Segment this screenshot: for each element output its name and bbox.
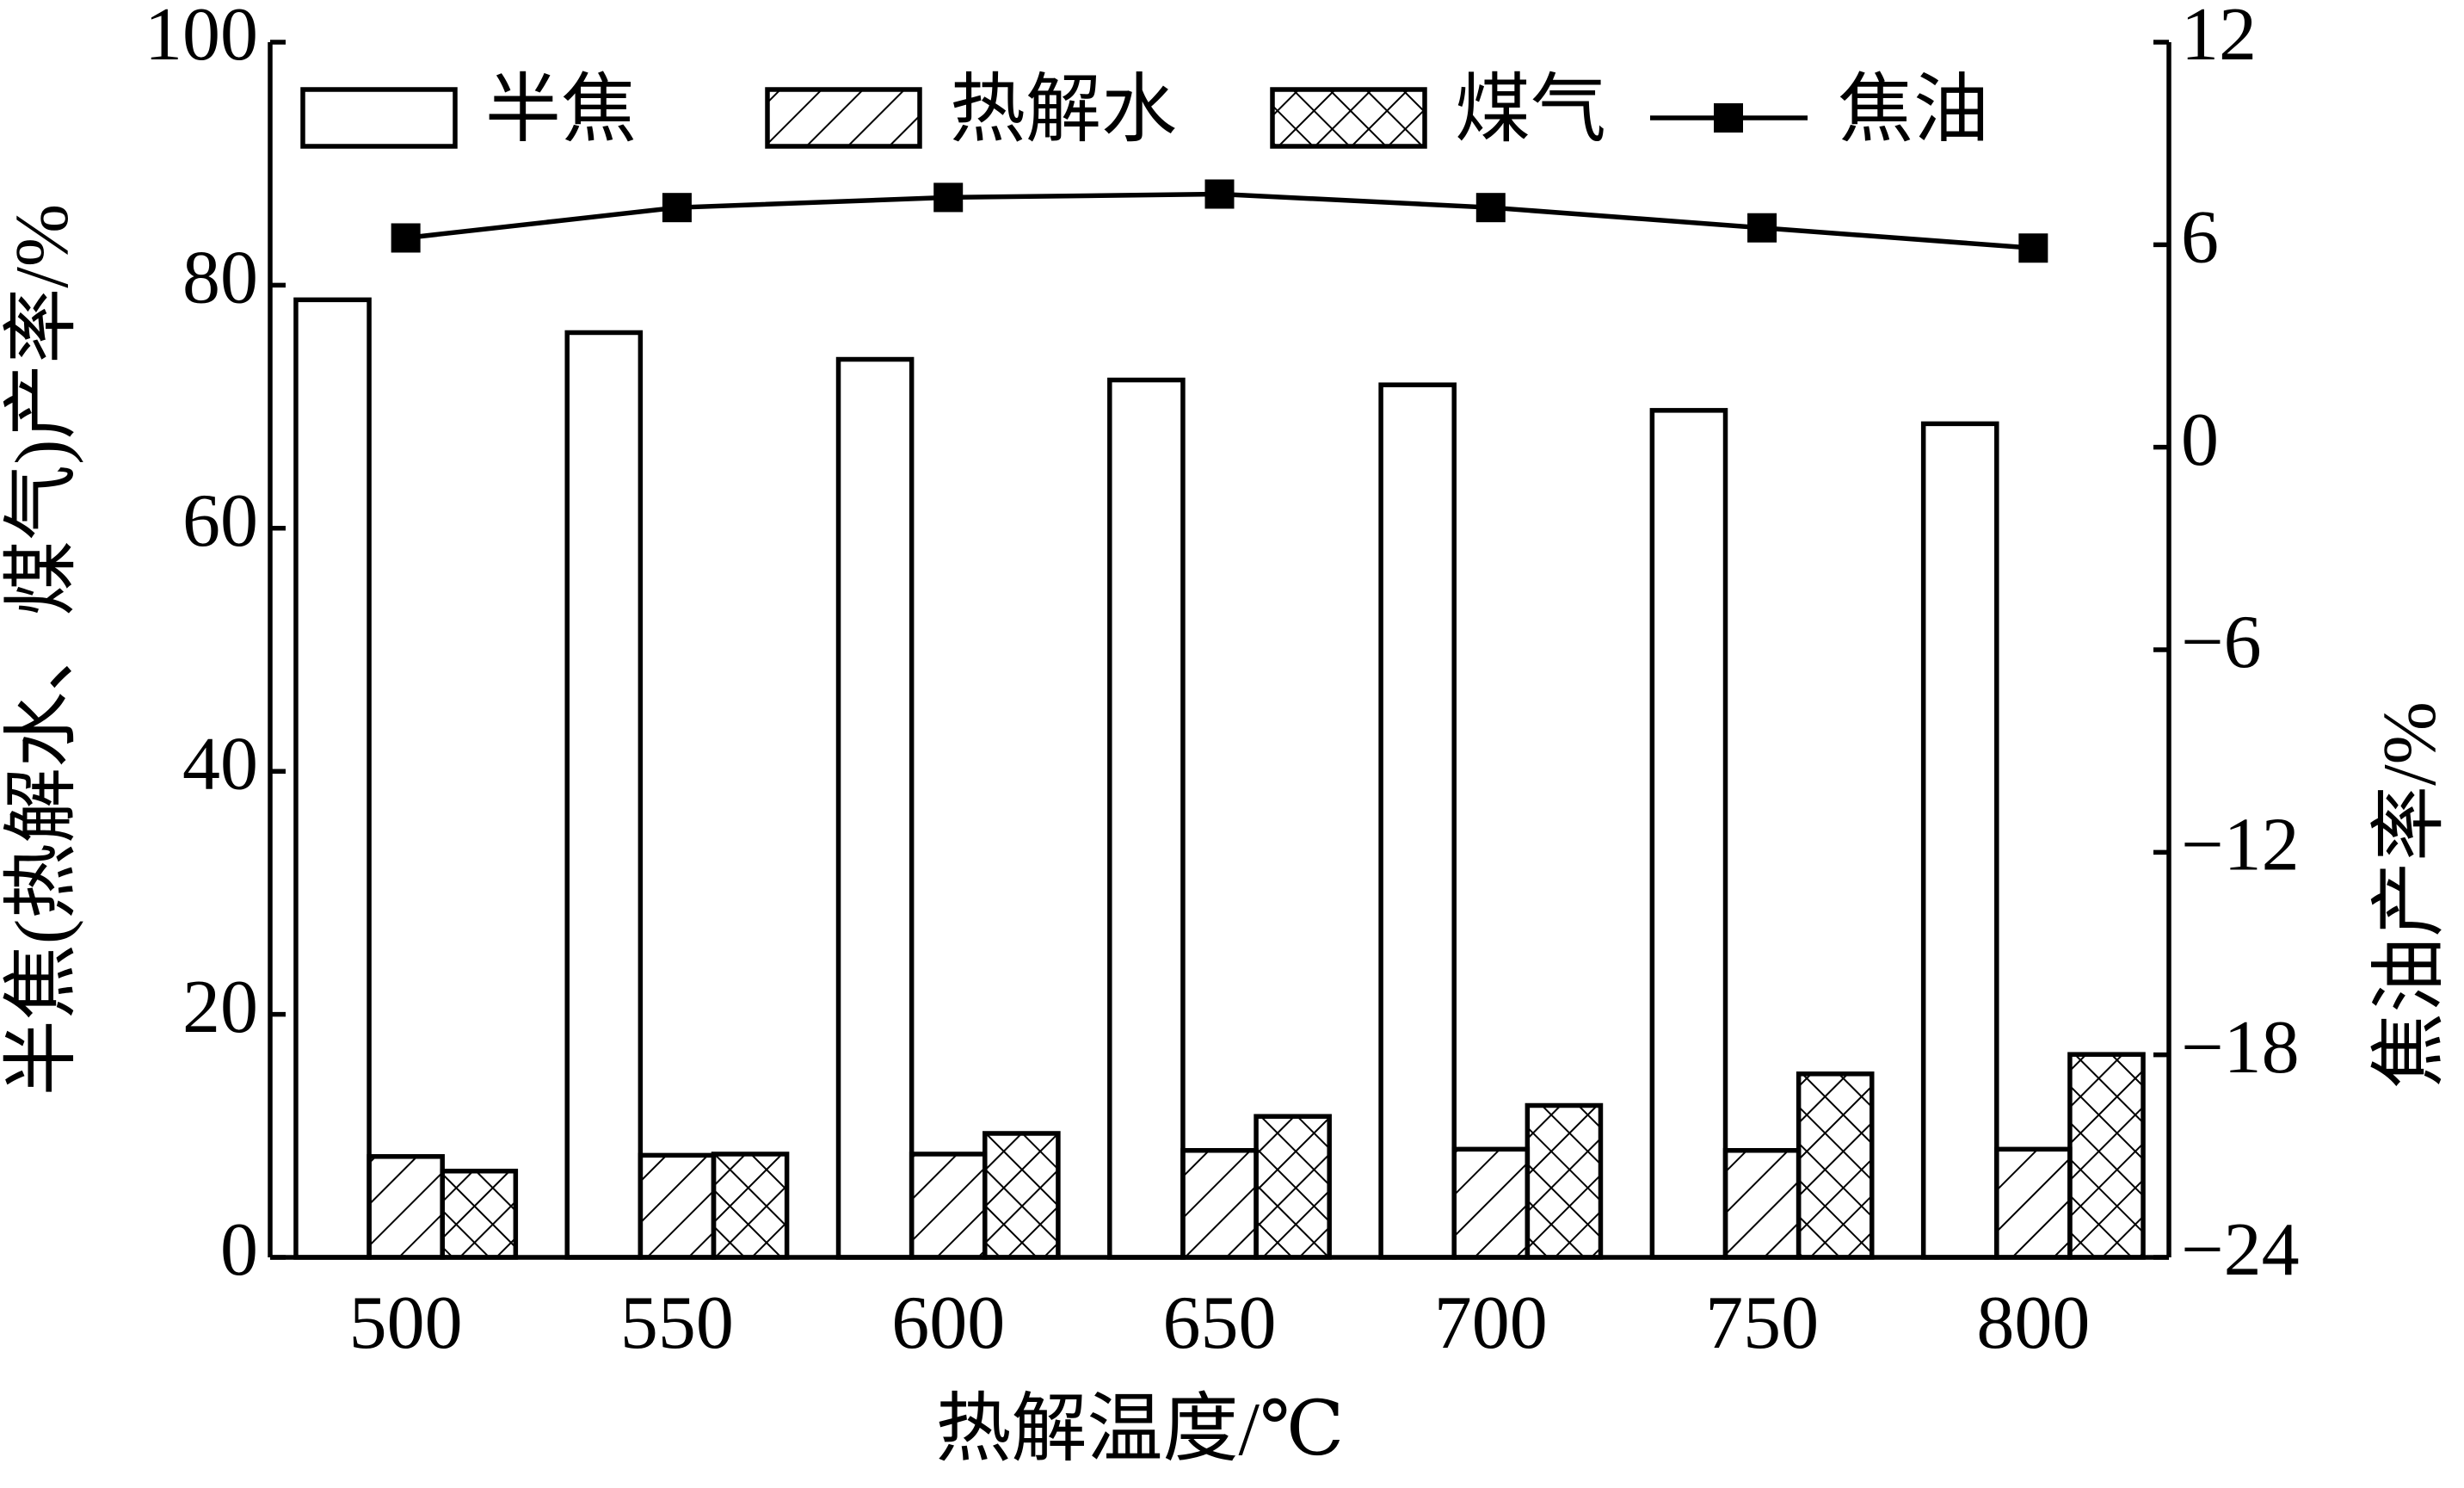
y-tick-label: 20	[182, 966, 258, 1049]
y-tick-label: 80	[182, 237, 258, 320]
bar	[367, 1154, 445, 1260]
legend-label: 煤气	[1455, 69, 1606, 152]
bar	[1180, 1147, 1259, 1260]
y-tick-label: 0	[220, 1208, 258, 1292]
bar	[1796, 1071, 1875, 1260]
y2-tick-label: 12	[2181, 0, 2257, 77]
x-tick-label: 550	[620, 1281, 734, 1365]
marker	[662, 193, 692, 223]
y-tick-label: 40	[182, 722, 258, 806]
x-tick-label: 600	[891, 1281, 1005, 1365]
y2-tick-label: −6	[2181, 601, 2262, 684]
bar	[1107, 377, 1186, 1260]
legend-swatch	[765, 87, 922, 149]
bar	[638, 1152, 717, 1260]
x-tick-label: 650	[1163, 1281, 1277, 1365]
y2-tick-label: 6	[2181, 196, 2219, 280]
bar	[1920, 421, 1999, 1260]
bar	[1722, 1147, 1802, 1260]
y-tick-label: 100	[145, 0, 258, 77]
marker	[933, 182, 964, 213]
legend-label: 热解水	[950, 69, 1177, 152]
bar	[2067, 1052, 2146, 1260]
bar	[1254, 1114, 1332, 1260]
y2-axis-title: 焦油产率/%	[2369, 701, 2452, 1089]
x-tick-label: 700	[1434, 1281, 1548, 1365]
x-tick-label: 500	[349, 1281, 463, 1365]
x-tick-label: 800	[1976, 1281, 2090, 1365]
y2-tick-label: 0	[2181, 398, 2219, 482]
bar	[293, 297, 372, 1260]
bar	[835, 356, 915, 1260]
bar	[564, 330, 644, 1260]
marker	[391, 223, 421, 253]
y-axis-title: 半焦(热解水、煤气)产率/%	[1, 204, 84, 1096]
bar	[909, 1152, 988, 1260]
bar	[440, 1168, 519, 1260]
y2-tick-label: −24	[2181, 1208, 2300, 1292]
legend-label: 焦油	[1838, 69, 1989, 152]
legend-marker	[1714, 103, 1743, 133]
marker	[1204, 179, 1235, 209]
bar	[1525, 1102, 1604, 1260]
marker	[1747, 213, 1777, 243]
legend-swatch	[1270, 87, 1427, 149]
legend-swatch	[300, 87, 458, 149]
bar	[1994, 1146, 2073, 1260]
bar	[711, 1152, 790, 1260]
y-tick-label: 60	[182, 479, 258, 563]
bar	[1649, 408, 1728, 1260]
legend-label: 半焦	[485, 69, 637, 152]
bar	[1378, 382, 1457, 1260]
marker	[1475, 193, 1506, 223]
bar	[983, 1131, 1061, 1260]
x-axis-title: 热解温度/℃	[936, 1388, 1345, 1472]
marker	[2018, 233, 2048, 263]
y2-tick-label: −18	[2181, 1006, 2300, 1090]
x-tick-label: 750	[1705, 1281, 1819, 1365]
y2-tick-label: −12	[2181, 804, 2300, 887]
bar	[1451, 1146, 1531, 1260]
